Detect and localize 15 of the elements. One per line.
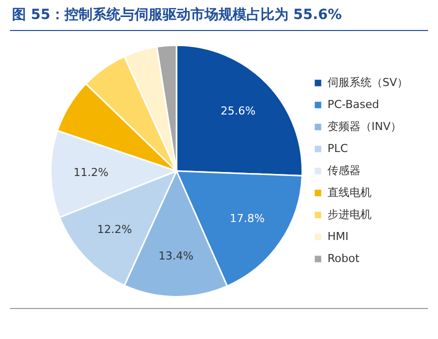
legend-label: HMI	[327, 230, 349, 243]
legend-label: 传感器	[327, 164, 360, 177]
chart-title: 图 55：控制系统与伺服驱动市场规模占比为 55.6%	[12, 6, 342, 24]
legend-label: PC-Based	[327, 98, 380, 111]
data-label: 25.6%	[220, 104, 256, 118]
legend-label: 伺服系统（SV）	[327, 76, 408, 89]
legend-label: 变频器（INV）	[327, 120, 402, 133]
data-label: 13.4%	[158, 249, 194, 262]
data-label: 11.2%	[74, 166, 108, 180]
legend-label: 步进电机	[327, 208, 372, 221]
legend-label: 直线电机	[327, 186, 372, 199]
data-label: 17.8%	[230, 212, 265, 225]
legend-label: PLC	[327, 142, 348, 155]
legend-label: Robot	[327, 252, 360, 265]
data-label: 12.2%	[97, 222, 132, 236]
